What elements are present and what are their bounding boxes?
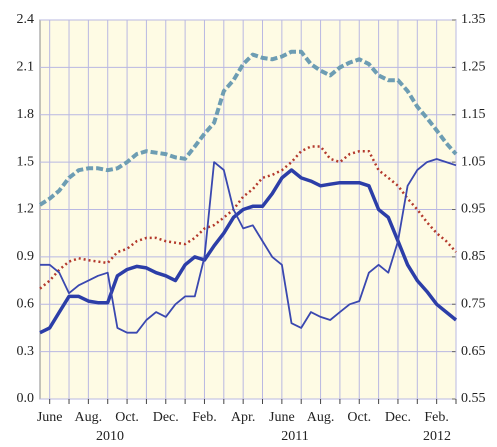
y2-tick-label: 1.15 xyxy=(461,107,486,122)
x-tick-label: Feb. xyxy=(192,410,217,425)
x-tick-label: Dec. xyxy=(153,410,179,425)
x-tick-label: Dec. xyxy=(385,410,411,425)
x-tick-label: Apr. xyxy=(231,410,256,425)
y2-tick-label: 1.25 xyxy=(461,60,486,75)
y2-tick-label: 0.95 xyxy=(461,202,486,217)
y-tick-label: 2.1 xyxy=(17,60,35,75)
y2-tick-label: 0.85 xyxy=(461,249,486,264)
series-line xyxy=(39,168,458,335)
series-line xyxy=(40,158,457,334)
y2-tick-label: 0.55 xyxy=(461,391,486,406)
y-tick-label: 0.9 xyxy=(17,249,35,264)
x-tick-label: Oct. xyxy=(115,410,139,425)
y-tick-label: 0.6 xyxy=(17,296,35,311)
y-tick-label: 1.2 xyxy=(17,202,35,217)
y-tick-label: 2.4 xyxy=(17,12,35,27)
y2-tick-label: 1.35 xyxy=(461,12,486,27)
x-tick-label: Feb. xyxy=(424,410,449,425)
y2-tick-label: 1.05 xyxy=(461,154,486,169)
year-label: 2010 xyxy=(96,429,124,444)
x-tick-label: Aug. xyxy=(75,410,103,425)
series-line xyxy=(38,49,458,207)
y2-tick-label: 0.65 xyxy=(461,344,486,359)
x-tick-label: June xyxy=(37,410,63,425)
y2-tick-label: 0.75 xyxy=(461,296,486,311)
y-tick-label: 0.0 xyxy=(17,391,35,406)
y-tick-label: 1.8 xyxy=(17,107,35,122)
y-tick-label: 0.3 xyxy=(17,344,35,359)
y-tick-label: 1.5 xyxy=(17,154,35,169)
year-label: 2011 xyxy=(281,429,308,444)
x-tick-label: June xyxy=(269,410,295,425)
x-tick-label: Oct. xyxy=(347,410,371,425)
year-label: 2012 xyxy=(423,429,451,444)
x-tick-label: Aug. xyxy=(307,410,335,425)
series-line xyxy=(39,145,457,290)
